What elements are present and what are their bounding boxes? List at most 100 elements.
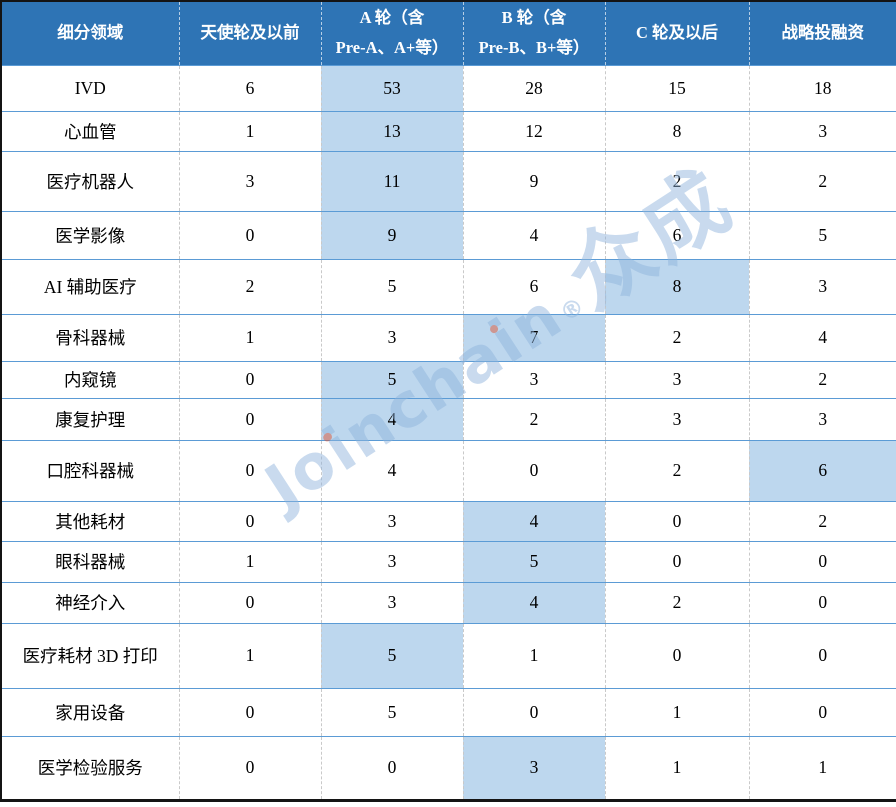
row-label: 康复护理 (1, 397, 179, 440)
table-cell: 6 (462, 258, 605, 314)
table-cell: 2 (604, 439, 749, 501)
table-cell: 18 (748, 64, 896, 111)
column-header-line: B 轮（含 (501, 7, 567, 27)
table-cell: 2 (462, 397, 605, 440)
table-cell: 1 (178, 540, 321, 582)
table-cell: 0 (178, 581, 321, 623)
table-row: IVD 6 53 28 15 18 (1, 64, 896, 111)
table-cell: 5 (462, 540, 605, 582)
table-cell: 0 (320, 735, 463, 800)
table-cell: 0 (462, 439, 605, 501)
column-header-line: 天使轮及以前 (200, 22, 300, 42)
table-cell: 2 (604, 313, 749, 361)
table-row: 家用设备 0 5 0 1 0 (1, 687, 896, 736)
column-header-strategic: 战略投融资 (748, 1, 896, 65)
table-cell: 3 (320, 581, 463, 623)
row-label: 其他耗材 (1, 500, 179, 541)
table-cell: 4 (462, 581, 605, 623)
table-row: 神经介入 0 3 4 2 0 (1, 581, 896, 623)
table-cell: 8 (604, 110, 749, 151)
table-cell: 4 (462, 210, 605, 259)
table-row: 口腔科器械 0 4 0 2 6 (1, 439, 896, 501)
table-cell: 6 (604, 210, 749, 259)
table-cell: 1 (604, 735, 749, 800)
table-cell: 2 (748, 500, 896, 541)
table-row: AI 辅助医疗 2 5 6 8 3 (1, 258, 896, 314)
table-cell: 1 (604, 687, 749, 736)
table-row: 内窥镜 0 5 3 3 2 (1, 360, 896, 398)
row-label: 骨科器械 (1, 313, 179, 361)
column-header-line: 细分领域 (57, 22, 124, 42)
table-cell: 3 (178, 150, 321, 211)
table-cell: 12 (462, 110, 605, 151)
row-label: AI 辅助医疗 (1, 258, 179, 314)
table-cell: 0 (178, 397, 321, 440)
table-cell: 3 (748, 397, 896, 440)
table-cell: 0 (178, 735, 321, 800)
table-cell: 1 (462, 622, 605, 688)
table-cell: 3 (604, 397, 749, 440)
table-cell: 11 (320, 150, 463, 211)
table-row: 眼科器械 1 3 5 0 0 (1, 540, 896, 582)
table-cell: 1 (178, 313, 321, 361)
table-row: 医疗机器人 3 11 9 2 2 (1, 150, 896, 211)
table-cell: 0 (178, 687, 321, 736)
column-header-angel: 天使轮及以前 (178, 1, 321, 65)
table-cell: 53 (320, 64, 463, 111)
table-cell: 4 (748, 313, 896, 361)
row-label: 医学影像 (1, 210, 179, 259)
table-cell: 3 (748, 258, 896, 314)
table-cell: 2 (604, 150, 749, 211)
row-label: 眼科器械 (1, 540, 179, 582)
row-label: IVD (1, 64, 179, 111)
table-cell: 5 (320, 622, 463, 688)
table-cell: 0 (748, 540, 896, 582)
column-header-series-b: B 轮（含 Pre-B、B+等） (462, 1, 605, 65)
table-cell: 4 (320, 397, 463, 440)
column-header-line: C 轮及以后 (635, 22, 719, 42)
row-label: 口腔科器械 (1, 439, 179, 501)
row-label: 家用设备 (1, 687, 179, 736)
table-cell: 3 (320, 313, 463, 361)
table-cell: 28 (462, 64, 605, 111)
column-header-line: Pre-B、B+等） (478, 38, 590, 58)
table-cell: 5 (320, 360, 463, 398)
table-cell: 5 (320, 687, 463, 736)
header-row: 细分领域 天使轮及以前 A 轮（含 Pre-A、A+等） B 轮（含 Pre-B、B+等）… (1, 1, 896, 65)
table-cell: 9 (320, 210, 463, 259)
table-cell: 3 (320, 500, 463, 541)
table-cell: 0 (178, 439, 321, 501)
table-cell: 3 (320, 540, 463, 582)
table-cell: 5 (320, 258, 463, 314)
table-cell: 0 (748, 687, 896, 736)
table-cell: 15 (604, 64, 749, 111)
table-row: 心血管 1 13 12 8 3 (1, 110, 896, 151)
table-cell: 0 (604, 500, 749, 541)
table-cell: 0 (178, 360, 321, 398)
table-cell: 13 (320, 110, 463, 151)
column-header-segment: 细分领域 (1, 1, 179, 65)
table-cell: 9 (462, 150, 605, 211)
table-cell: 1 (178, 110, 321, 151)
table-row: 康复护理 0 4 2 3 3 (1, 397, 896, 440)
table-cell: 2 (748, 150, 896, 211)
table-cell: 0 (178, 210, 321, 259)
table-cell: 6 (748, 439, 896, 501)
table-row: 骨科器械 1 3 7 2 4 (1, 313, 896, 361)
table-cell: 0 (462, 687, 605, 736)
row-label: 医学检验服务 (1, 735, 179, 800)
table-cell: 7 (462, 313, 605, 361)
table-cell: 2 (604, 581, 749, 623)
table-cell: 1 (748, 735, 896, 800)
column-header-line: 战略投融资 (781, 22, 865, 42)
row-label: 医疗机器人 (1, 150, 179, 211)
table-cell: 0 (604, 622, 749, 688)
column-header-line: A 轮（含 (359, 7, 425, 27)
table-cell: 5 (748, 210, 896, 259)
row-label: 神经介入 (1, 581, 179, 623)
row-label: 医疗耗材 3D 打印 (1, 622, 179, 688)
table-cell: 0 (178, 500, 321, 541)
table-cell: 3 (604, 360, 749, 398)
table-cell: 3 (462, 735, 605, 800)
